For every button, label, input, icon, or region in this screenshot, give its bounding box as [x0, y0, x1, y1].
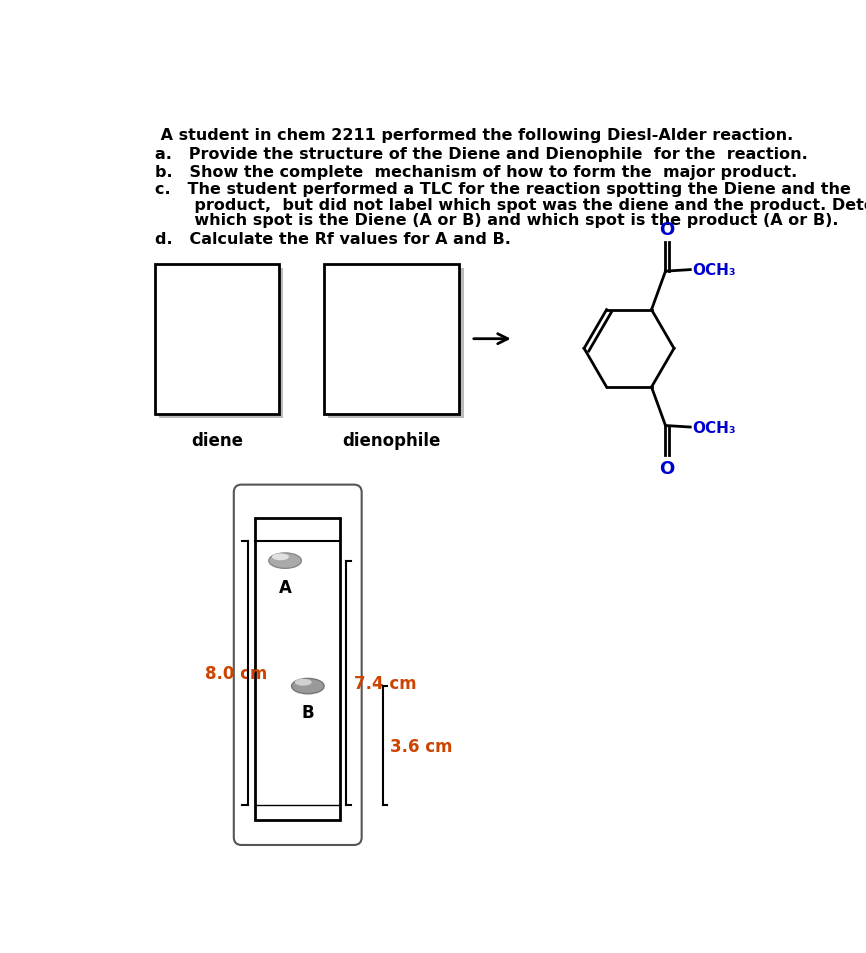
Text: O: O — [659, 221, 675, 239]
Text: O: O — [659, 459, 675, 477]
Text: diene: diene — [191, 432, 242, 449]
Text: 7.4 cm: 7.4 cm — [354, 674, 417, 692]
Ellipse shape — [272, 554, 289, 560]
Text: a.   Provide the structure of the Diene and Dienophile  for the  reaction.: a. Provide the structure of the Diene an… — [155, 147, 807, 162]
Text: A student in chem 2211 performed the following Diesl-Alder reaction.: A student in chem 2211 performed the fol… — [155, 129, 793, 143]
Bar — [159, 269, 283, 419]
Bar — [328, 269, 464, 419]
Bar — [155, 264, 279, 415]
Text: product,  but did not label which spot was the diene and the product. Determine: product, but did not label which spot wa… — [155, 197, 866, 213]
Bar — [255, 518, 340, 821]
Text: 8.0 cm: 8.0 cm — [205, 664, 268, 682]
Text: c.   The student performed a TLC for the reaction spotting the Diene and the: c. The student performed a TLC for the r… — [155, 182, 850, 197]
Ellipse shape — [292, 679, 324, 694]
Text: b.   Show the complete  mechanism of how to form the  major product.: b. Show the complete mechanism of how to… — [155, 164, 797, 179]
Ellipse shape — [268, 554, 301, 569]
Text: which spot is the Diene (A or B) and which spot is the product (A or B).: which spot is the Diene (A or B) and whi… — [155, 213, 838, 228]
Text: d.   Calculate the Rf values for A and B.: d. Calculate the Rf values for A and B. — [155, 232, 511, 246]
Text: OCH₃: OCH₃ — [693, 263, 736, 278]
Text: B: B — [301, 703, 314, 721]
Ellipse shape — [294, 679, 312, 686]
Text: 3.6 cm: 3.6 cm — [391, 737, 453, 755]
Bar — [324, 264, 459, 415]
FancyBboxPatch shape — [234, 485, 362, 845]
Text: A: A — [279, 578, 292, 596]
Text: OCH₃: OCH₃ — [693, 420, 736, 436]
Text: dienophile: dienophile — [342, 432, 441, 449]
